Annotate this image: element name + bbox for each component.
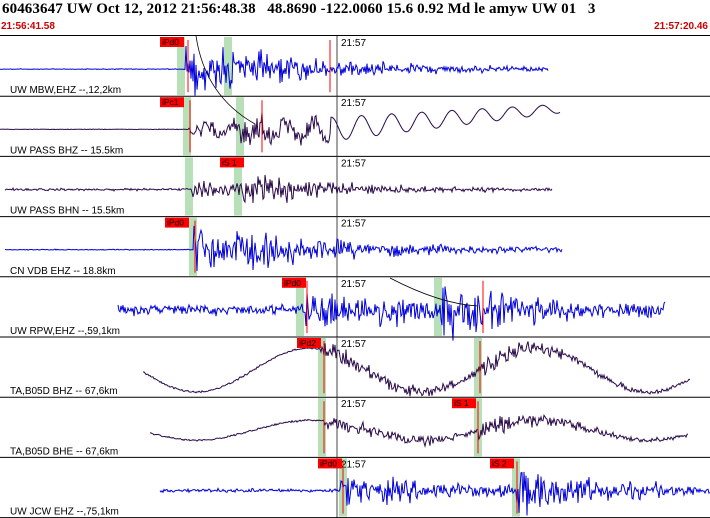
arrival-curve — [389, 277, 479, 307]
pick-box — [282, 277, 306, 288]
event-header: 60463647 UW Oct 12, 2012 21:56:48.38 48.… — [0, 0, 710, 36]
minute-label: 21:57 — [341, 158, 366, 169]
seismic-trace — [0, 104, 561, 146]
minute-label: 21:57 — [341, 219, 366, 230]
seismic-trace — [4, 174, 553, 204]
phase-window — [474, 338, 482, 397]
pick-label: iPd2 — [299, 338, 316, 348]
minute-label: 21:57 — [341, 98, 366, 109]
phase-window — [318, 398, 326, 457]
time-start: 21:56:41.58 — [1, 21, 55, 32]
minute-label: 21:57 — [341, 38, 366, 49]
pick-box — [160, 37, 184, 47]
seismic-trace — [159, 471, 710, 516]
phase-window — [318, 338, 326, 397]
seismic-trace — [142, 341, 691, 397]
seismic-trace — [150, 413, 689, 448]
phase-window — [236, 97, 244, 156]
header-divider — [0, 35, 710, 36]
phase-window — [434, 277, 442, 336]
station-label: TA,B05D BHE -- 67,6km — [10, 446, 118, 457]
station-label: CN VDB EHZ -- 18.8km — [10, 266, 116, 277]
seismic-trace — [4, 225, 563, 272]
minute-label: 21:57 — [341, 279, 366, 290]
time-end: 21:57:20.46 — [654, 21, 708, 32]
seismogram-panel: 21:57 iPd0 UW MBW,EHZ --,12,2km 21:57 iPc1 UW… — [0, 36, 710, 518]
pick-label: iS 1 — [454, 398, 469, 408]
event-title: 60463647 UW Oct 12, 2012 21:56:48.38 48.… — [2, 1, 596, 17]
pick-box — [165, 217, 189, 228]
station-label: UW PASS BHN -- 15.5km — [10, 206, 124, 217]
pick-box — [490, 458, 514, 469]
minute-label: 21:57 — [341, 459, 366, 470]
pick-label: iPc1 — [162, 97, 179, 107]
minute-label: 21:57 — [341, 399, 366, 410]
pick-label: iPd0 — [162, 37, 179, 47]
pick-box — [452, 398, 476, 409]
station-label: UW PASS BHZ -- 15.5km — [10, 145, 123, 156]
pick-label: iPd0 — [284, 278, 301, 288]
station-label: TA,B05D BHZ -- 67,6km — [10, 386, 118, 397]
pick-box — [297, 338, 321, 348]
phase-window — [512, 458, 520, 517]
seismic-trace — [0, 45, 549, 96]
station-label: UW MBW,EHZ --,12,2km — [10, 85, 121, 96]
pick-label: iPd0 — [320, 458, 337, 468]
phase-window — [177, 37, 185, 96]
pick-label: iPd0 — [167, 218, 184, 228]
station-label: UW JCW EHZ --,75,1km — [10, 507, 119, 518]
arrival-curve — [195, 36, 256, 125]
minute-label: 21:57 — [341, 339, 366, 350]
pick-box — [220, 157, 244, 168]
station-label: UW RPW,EHZ --,59,1km — [10, 326, 120, 337]
pick-label: iS 1 — [222, 157, 237, 167]
seismic-trace — [117, 286, 666, 341]
phase-window — [183, 97, 191, 156]
phase-window — [185, 157, 193, 216]
pick-box — [160, 97, 184, 108]
phase-window — [296, 277, 304, 336]
pick-box — [318, 458, 342, 469]
pick-label: iS 2 — [492, 458, 507, 468]
